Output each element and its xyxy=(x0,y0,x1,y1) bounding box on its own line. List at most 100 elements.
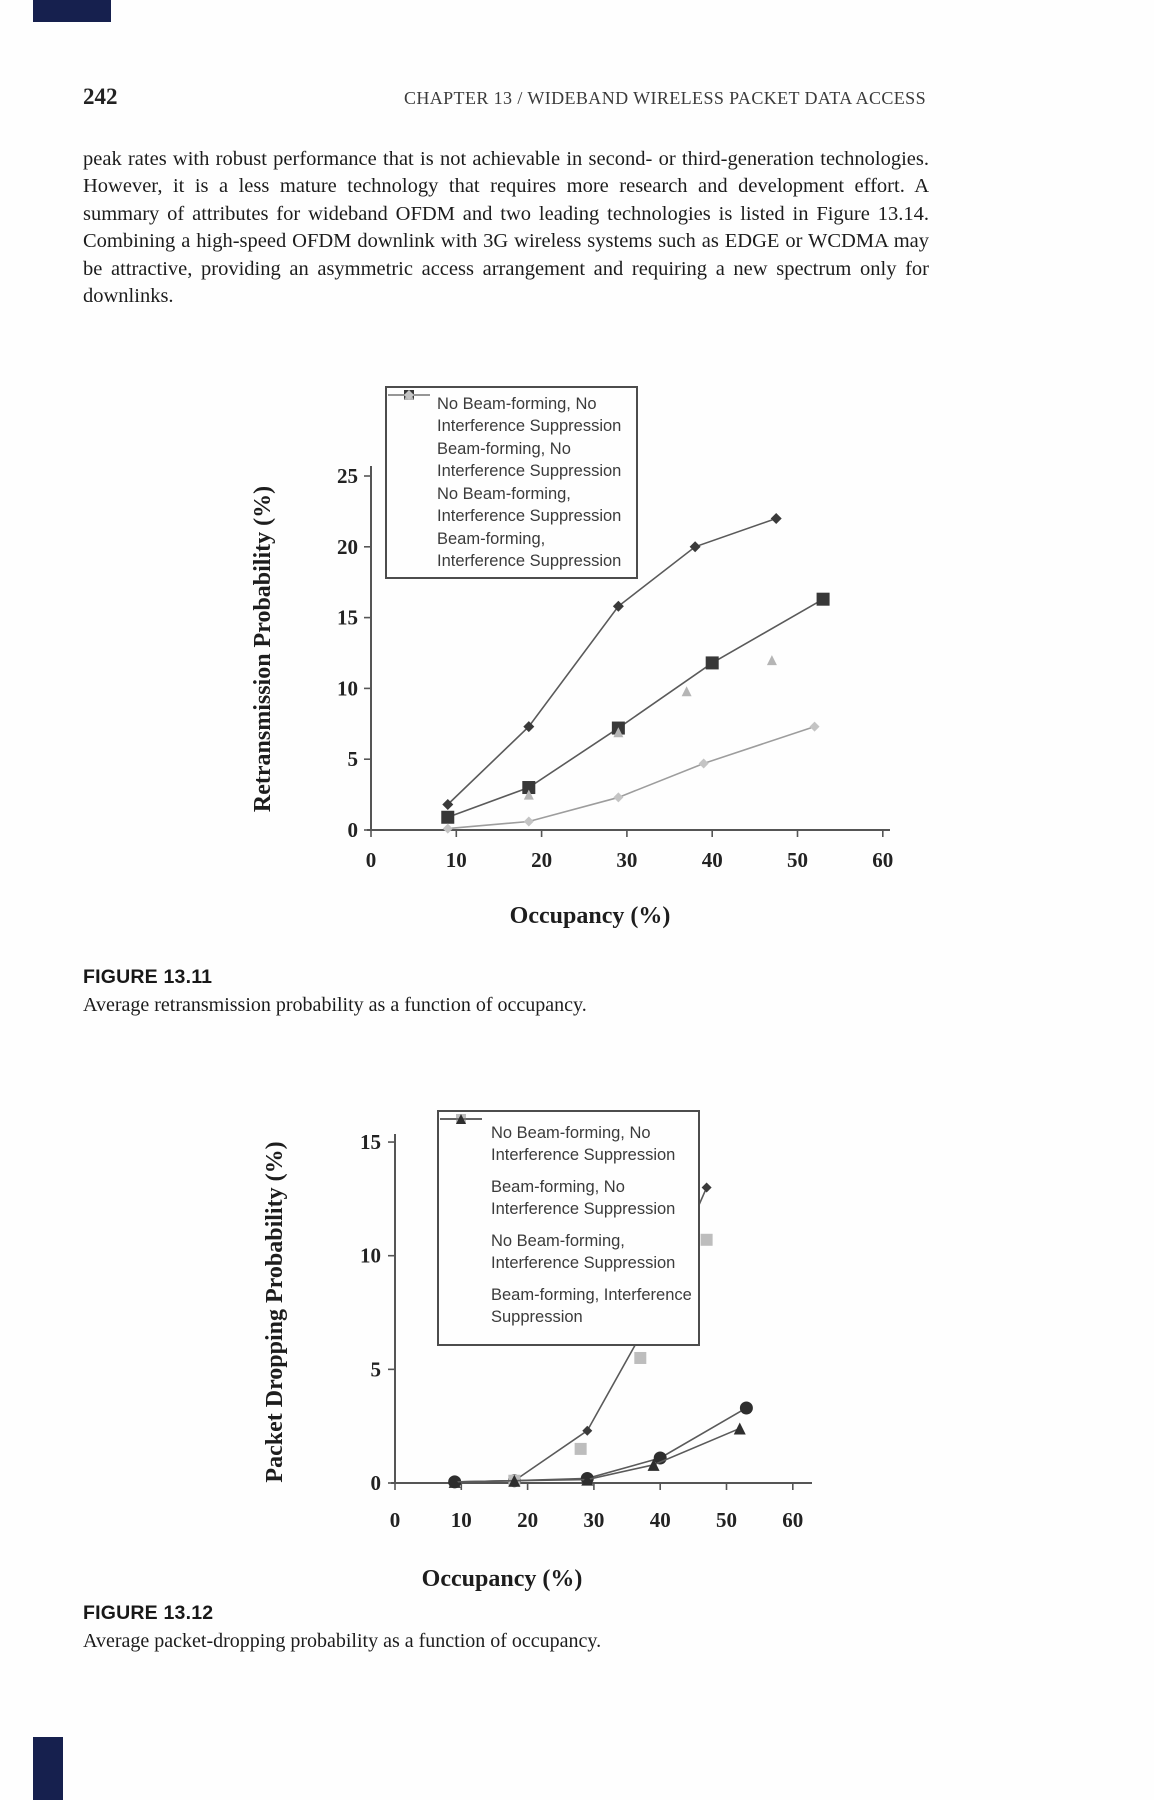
x-tick-label: 40 xyxy=(650,1508,671,1532)
data-point xyxy=(442,823,453,834)
data-point xyxy=(766,655,777,666)
x-tick-label: 40 xyxy=(702,848,723,872)
data-point xyxy=(816,592,830,606)
x-tick-label: 0 xyxy=(366,848,377,872)
data-point xyxy=(701,1182,712,1193)
x-tick-label: 10 xyxy=(446,848,467,872)
data-point xyxy=(441,810,455,824)
y-tick-label: 0 xyxy=(348,818,359,842)
figure-13-11-chart: 0 10 20 30 40 50 60 0 5 10 15 20 25 Occupancy (%) Retr… xyxy=(230,372,930,954)
figure-13-12-chart: 0 10 20 30 40 50 60 0 5 10 15 Occupancy (%) Packet D… xyxy=(240,1080,940,1604)
data-point xyxy=(739,1401,753,1415)
legend-marker-glyph xyxy=(388,390,430,400)
y-tick-label: 25 xyxy=(337,464,358,488)
x-axis-title: Occupancy (%) xyxy=(510,903,671,929)
legend-item: Beam-forming, No Interference Suppressio… xyxy=(440,1114,696,1220)
data-point xyxy=(681,686,692,697)
x-tick-label: 10 xyxy=(451,1508,472,1532)
retransmission-probability-plot: 0 10 20 30 40 50 60 0 5 10 15 20 25 Occupancy (%) Retr… xyxy=(250,464,893,929)
series-line-1 xyxy=(447,598,824,819)
y-axis-title: Retransmission Probability (%) xyxy=(250,486,276,812)
legend-marker-shape xyxy=(404,390,414,400)
y-tick-label: 5 xyxy=(371,1357,382,1381)
legend-item: Beam-forming, No Interference Suppressio… xyxy=(388,390,634,482)
body-paragraph: peak rates with robust performance that … xyxy=(83,148,929,308)
scan-artifact-top xyxy=(33,0,111,22)
data-point xyxy=(523,816,534,827)
data-point xyxy=(574,1442,587,1455)
data-point xyxy=(647,1458,660,1471)
x-tick-label: 50 xyxy=(787,848,808,872)
data-point xyxy=(522,781,536,795)
triangle-legend-marker-icon xyxy=(391,390,437,487)
x-tick-label: 60 xyxy=(782,1508,803,1532)
legend-label: No Beam-forming, No Interference Suppres… xyxy=(491,1124,676,1164)
y-axis-title: Packet Dropping Probability (%) xyxy=(262,1141,288,1482)
data-point xyxy=(733,1422,746,1435)
legend-marker-shape xyxy=(456,1114,466,1124)
x-tick-label: 60 xyxy=(872,848,893,872)
data-point xyxy=(582,1425,593,1436)
data-point xyxy=(634,1351,647,1364)
legend-item: No Beam-forming, No Interference Suppres… xyxy=(388,390,634,437)
data-point xyxy=(523,789,534,800)
y-tick-label: 5 xyxy=(348,747,359,771)
legend-item: No Beam-forming, Interference Suppressio… xyxy=(391,390,634,527)
data-point xyxy=(809,721,820,732)
y-tick-label: 15 xyxy=(360,1130,381,1154)
packet-dropping-probability-plot: 0 10 20 30 40 50 60 0 5 10 15 Occupancy (%) Packet D… xyxy=(262,1130,812,1592)
y-tick-label: 20 xyxy=(337,535,358,559)
data-point xyxy=(613,792,624,803)
x-tick-label: 0 xyxy=(390,1508,401,1532)
y-tick-label: 10 xyxy=(337,676,358,700)
legend-label: No Beam-forming, Interference Suppressio… xyxy=(491,1232,676,1272)
x-tick-label: 20 xyxy=(531,848,552,872)
page-number: 242 xyxy=(83,84,118,109)
data-point xyxy=(698,758,709,769)
legend-marker-glyph xyxy=(440,1114,482,1124)
legend-label: Beam-forming, Interference Suppression xyxy=(491,1286,692,1326)
legend-label: No Beam-forming, Interference Suppressio… xyxy=(437,485,622,525)
x-tick-label: 30 xyxy=(583,1508,604,1532)
diamond-legend-marker-icon xyxy=(388,390,437,532)
figure-label: FIGURE 13.11 xyxy=(83,966,213,988)
x-axis-title: Occupancy (%) xyxy=(422,1566,583,1592)
circle-legend-marker-icon xyxy=(440,1114,491,1180)
legend-label: Beam-forming, No Interference Suppressio… xyxy=(437,440,622,480)
figure-caption-text: Average retransmission probability as a … xyxy=(83,994,587,1016)
chart-legend: No Beam-forming, No Interference Suppres… xyxy=(385,386,638,579)
chart-legend: No Beam-forming, No Interference Suppres… xyxy=(437,1110,700,1346)
square-legend-marker-icon xyxy=(445,1114,491,1234)
square-legend-marker-icon xyxy=(388,390,437,442)
triangle-legend-marker-icon xyxy=(440,1114,491,1288)
data-point xyxy=(705,656,719,670)
x-tick-label: 30 xyxy=(616,848,637,872)
data-point xyxy=(770,512,782,524)
data-point xyxy=(508,1474,521,1487)
legend-item: Beam-forming, Interference Suppression xyxy=(388,390,634,572)
scan-artifact-bottom xyxy=(33,1737,63,1800)
x-tick-label: 20 xyxy=(517,1508,538,1532)
data-point xyxy=(613,727,624,738)
x-tick-label: 50 xyxy=(716,1508,737,1532)
y-tick-label: 15 xyxy=(337,606,358,630)
data-point xyxy=(581,1473,594,1486)
legend-label: No Beam-forming, No Interference Suppres… xyxy=(437,395,622,435)
data-point xyxy=(448,1475,461,1488)
data-point xyxy=(612,600,624,612)
data-point xyxy=(700,1233,713,1246)
figure-13-12-caption: FIGURE 13.12 Average packet-dropping pro… xyxy=(83,1602,783,1653)
data-point xyxy=(689,541,701,553)
page-header: 242 CHAPTER 13 / WIDEBAND WIRELESS PACKE… xyxy=(83,84,926,110)
y-tick-label: 10 xyxy=(360,1244,381,1268)
figure-13-11-caption: FIGURE 13.11 Average retransmission prob… xyxy=(83,966,783,1017)
data-point xyxy=(442,799,454,811)
series-line-3 xyxy=(447,725,815,830)
y-tick-label: 0 xyxy=(371,1471,382,1495)
running-head: CHAPTER 13 / WIDEBAND WIRELESS PACKET DA… xyxy=(403,88,926,108)
data-point xyxy=(523,721,535,733)
legend-label: Beam-forming, Interference Suppression xyxy=(437,530,622,570)
legend-item: Beam-forming, Interference Suppression xyxy=(440,1114,696,1328)
legend-item: No Beam-forming, No Interference Suppres… xyxy=(440,1114,696,1166)
